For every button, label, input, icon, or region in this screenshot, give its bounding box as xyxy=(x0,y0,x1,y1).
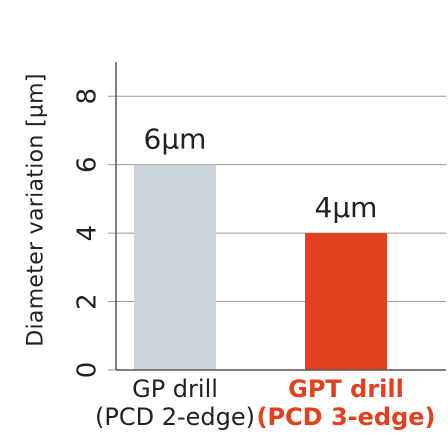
data-label-0: 6µm xyxy=(144,123,207,156)
bar-0 xyxy=(134,164,216,370)
category-label-line1: GP drill xyxy=(132,375,218,403)
category-label-line1: GPT drill xyxy=(288,375,404,403)
category-label-gp-drill: GP drill (PCD 2-edge) xyxy=(95,375,255,431)
y-tick-label-0: 0 xyxy=(73,362,103,379)
y-tick-label-4: 4 xyxy=(73,225,103,242)
y-tick-label-6: 6 xyxy=(73,156,103,173)
category-label-line2: (PCD 3-edge) xyxy=(256,402,436,431)
data-label-1: 4µm xyxy=(315,191,378,224)
category-label-gpt-drill: GPT drill (PCD 3-edge) xyxy=(256,375,436,431)
y-tick-label-2: 2 xyxy=(73,293,103,310)
y-tick-label-8: 8 xyxy=(73,88,103,105)
category-label-line2: (PCD 2-edge) xyxy=(95,402,255,431)
bar-1 xyxy=(305,233,387,370)
